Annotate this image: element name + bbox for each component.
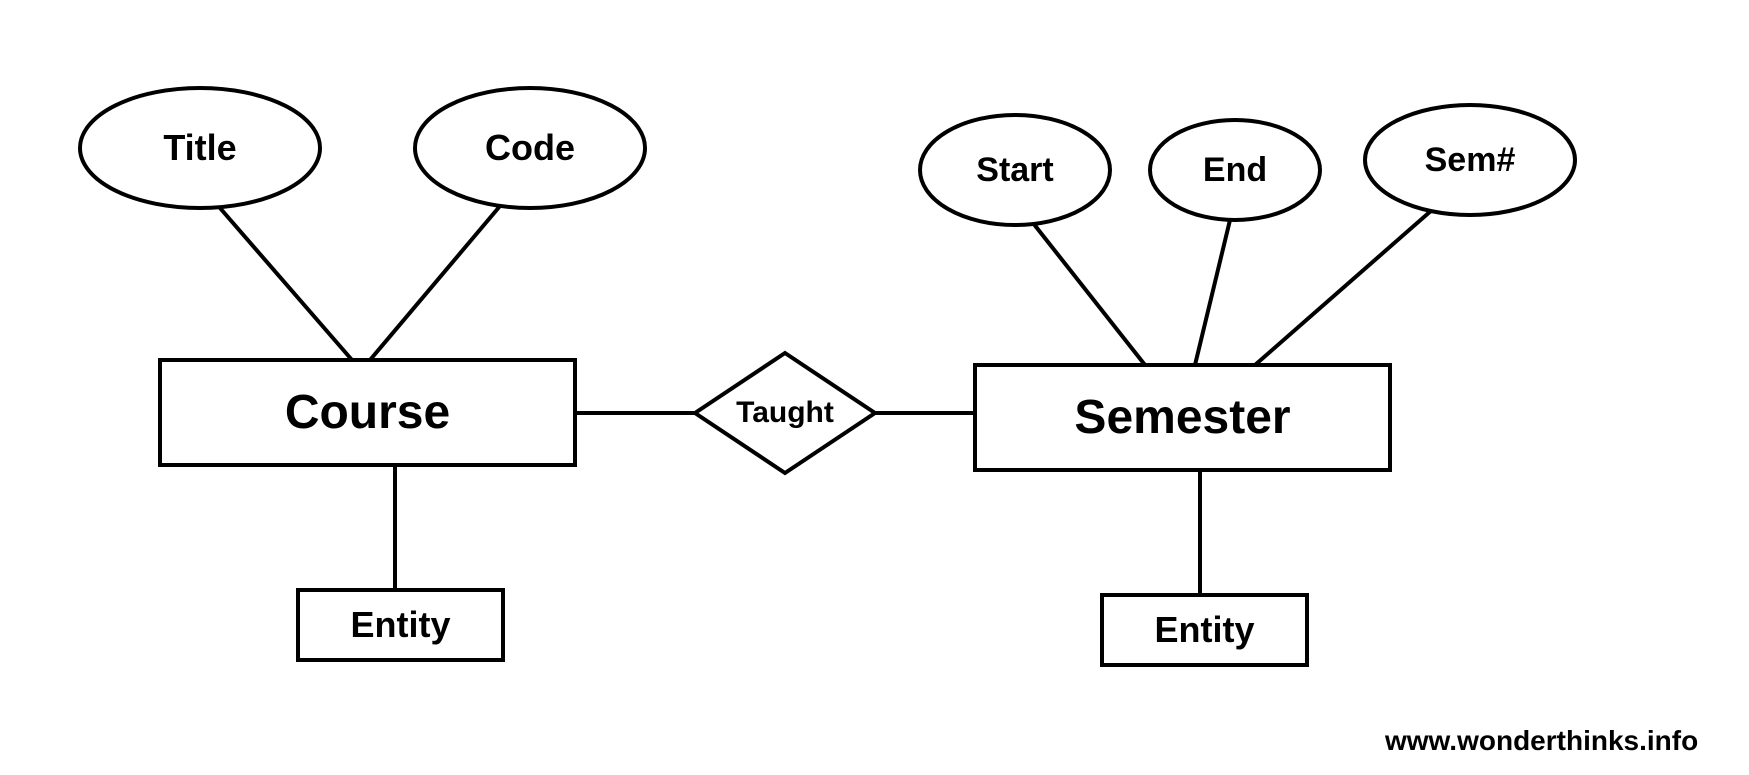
title-attr-label: Title	[80, 88, 320, 208]
edge-start-semester	[1033, 223, 1145, 365]
start-attr-label: Start	[920, 115, 1110, 225]
edge-title-course	[220, 208, 352, 360]
watermark-text: www.wonderthinks.info	[1385, 725, 1698, 757]
edge-sem-semester	[1255, 210, 1432, 365]
edge-code-course	[370, 206, 500, 360]
end-attr-label: End	[1150, 120, 1320, 220]
edge-end-semester	[1195, 220, 1230, 365]
taught-rel-label: Taught	[695, 353, 875, 473]
sem-attr-label: Sem#	[1365, 105, 1575, 215]
course-entity-label: Course	[160, 360, 575, 465]
semester-entity-label: Semester	[975, 365, 1390, 470]
code-attr-label: Code	[415, 88, 645, 208]
entity2-label: Entity	[1102, 595, 1307, 665]
entity1-label: Entity	[298, 590, 503, 660]
